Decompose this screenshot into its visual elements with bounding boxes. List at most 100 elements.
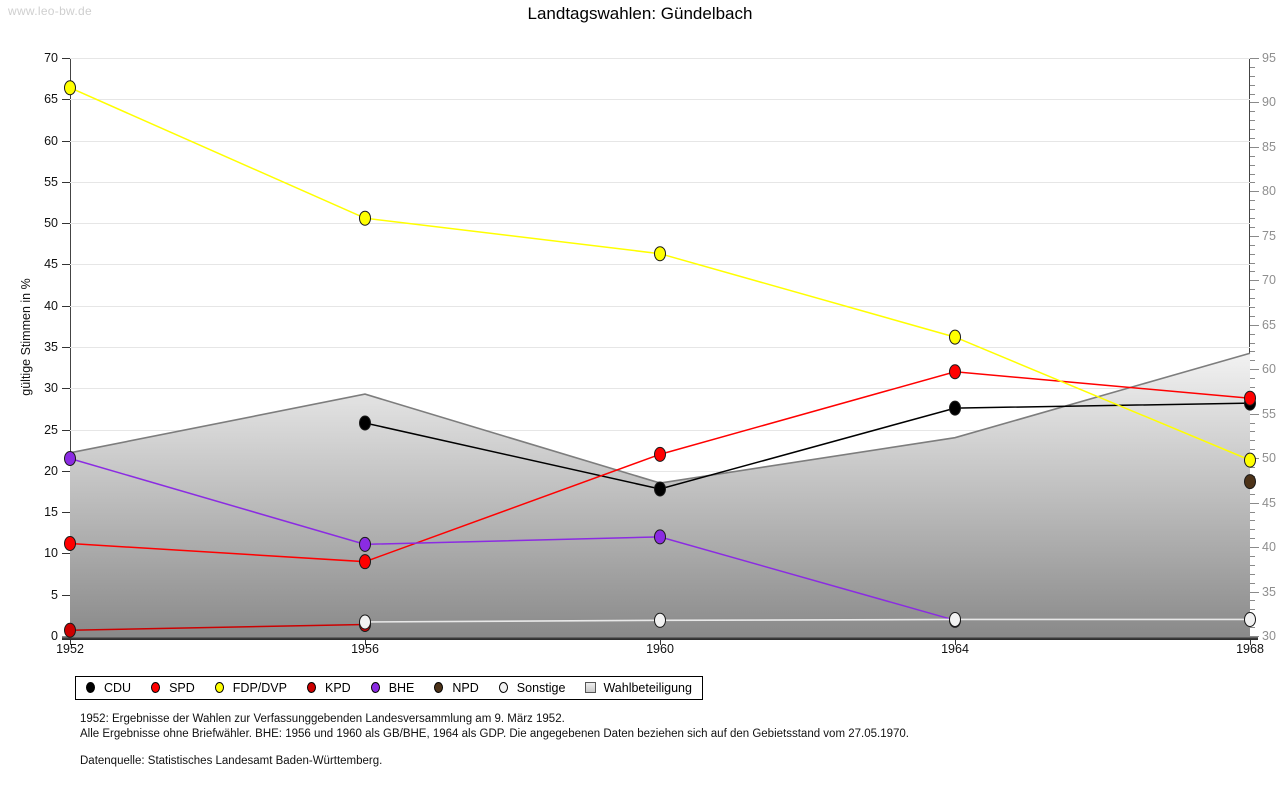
- right-tick-mark-minor: [1250, 395, 1255, 397]
- right-axis-tick-label: 85: [1262, 139, 1276, 154]
- legend-label: Wahlbeteiligung: [603, 681, 692, 695]
- left-axis-tick-label: 55: [44, 174, 58, 189]
- left-tick-mark: [62, 58, 70, 59]
- x-tick-mark: [955, 636, 956, 645]
- right-tick-mark-minor: [1250, 387, 1255, 388]
- legend-item-npd[interactable]: NPD: [434, 681, 479, 695]
- right-tick-mark-major: [1250, 547, 1259, 549]
- footnotes: 1952: Ergebnisse der Wahlen zur Verfassu…: [80, 712, 1230, 767]
- right-tick-mark-minor: [1250, 226, 1255, 228]
- right-tick-mark-minor: [1250, 315, 1255, 317]
- left-tick-mark: [62, 140, 70, 142]
- legend-label: NPD: [452, 681, 479, 695]
- left-axis-tick-label: 20: [44, 463, 58, 478]
- legend-item-kpd[interactable]: KPD: [306, 681, 351, 695]
- legend-marker-diamond: [214, 681, 226, 695]
- legend-diamond-icon: [214, 681, 224, 693]
- gridline: [70, 140, 1250, 142]
- right-tick-mark-minor: [1250, 244, 1255, 246]
- right-tick-mark-minor: [1250, 529, 1255, 531]
- right-tick-mark-minor: [1250, 66, 1255, 68]
- right-tick-mark-minor: [1250, 538, 1255, 540]
- left-axis-tick-label: 10: [44, 546, 58, 561]
- right-tick-mark-major: [1250, 413, 1259, 415]
- right-tick-mark-major: [1250, 102, 1259, 104]
- legend-item-sonstige[interactable]: Sonstige: [498, 681, 565, 695]
- left-axis-tick-label: 60: [44, 133, 58, 148]
- footnote-line-1: 1952: Ergebnisse der Wahlen zur Verfassu…: [80, 713, 565, 725]
- legend-label: BHE: [388, 681, 415, 695]
- left-axis-tick-label: 0: [51, 629, 58, 643]
- right-tick-mark-minor: [1250, 262, 1255, 264]
- right-tick-mark-minor: [1250, 129, 1255, 131]
- right-tick-mark-minor: [1250, 84, 1255, 86]
- right-tick-mark-major: [1250, 280, 1259, 282]
- right-axis-tick-label: 75: [1262, 228, 1276, 243]
- legend-item-wahlbeteiligung[interactable]: Wahlbeteiligung: [585, 681, 692, 695]
- left-tick-mark: [62, 99, 70, 101]
- right-tick-mark-major: [1250, 369, 1259, 371]
- legend-item-bhe[interactable]: BHE: [370, 681, 415, 695]
- left-tick-mark: [62, 553, 70, 555]
- right-tick-mark-minor: [1250, 218, 1255, 220]
- left-tick-mark: [62, 388, 70, 390]
- right-axis-tick-label: 95: [1262, 51, 1276, 65]
- right-tick-mark-minor: [1250, 289, 1255, 291]
- gridline: [70, 58, 1250, 59]
- left-tick-mark: [62, 305, 70, 307]
- legend-marker-diamond: [498, 681, 510, 695]
- legend-marker-square: [585, 681, 597, 695]
- left-tick-mark: [62, 223, 70, 225]
- gridline: [70, 470, 1250, 472]
- right-tick-mark-minor: [1250, 75, 1255, 77]
- right-axis-tick-label: 70: [1262, 273, 1276, 288]
- left-axis-tick-label: 70: [44, 51, 58, 65]
- gridline: [70, 429, 1250, 431]
- footnote-source: Datenquelle: Statistisches Landesamt Bad…: [80, 755, 383, 767]
- left-axis-tick-label: 40: [44, 298, 58, 313]
- right-tick-mark-major: [1250, 458, 1259, 460]
- right-tick-mark-minor: [1250, 582, 1255, 584]
- legend-diamond-icon: [86, 681, 95, 693]
- right-tick-mark-minor: [1250, 609, 1255, 611]
- right-tick-mark-minor: [1250, 573, 1255, 575]
- legend-label: SPD: [169, 681, 195, 695]
- legend-item-spd[interactable]: SPD: [151, 681, 195, 695]
- right-tick-mark-major: [1250, 58, 1259, 59]
- right-tick-mark-minor: [1250, 511, 1255, 513]
- legend-marker-diamond: [86, 681, 97, 695]
- right-tick-mark-minor: [1250, 440, 1255, 442]
- right-tick-mark-minor: [1250, 378, 1255, 380]
- right-tick-mark-minor: [1250, 493, 1255, 495]
- right-axis-tick-label: 60: [1262, 362, 1276, 377]
- right-tick-mark-major: [1250, 591, 1259, 593]
- x-axis-tick-label: 1960: [646, 642, 674, 656]
- gridline: [70, 594, 1250, 596]
- right-axis-tick-label: 80: [1262, 184, 1276, 199]
- legend-diamond-icon: [306, 681, 316, 693]
- legend-square-icon: [585, 681, 597, 693]
- legend-item-cdu[interactable]: CDU: [86, 681, 131, 695]
- legend-item-fdp-dvp[interactable]: FDP/DVP: [214, 681, 287, 695]
- left-axis-title: gültige Stimmen in %: [19, 278, 33, 396]
- left-tick-mark: [62, 594, 70, 596]
- legend-diamond-icon: [151, 681, 161, 693]
- right-tick-mark-minor: [1250, 449, 1255, 451]
- right-tick-mark-minor: [1250, 351, 1255, 353]
- right-tick-mark-minor: [1250, 600, 1255, 602]
- right-tick-mark-minor: [1250, 253, 1255, 255]
- right-tick-mark-minor: [1250, 173, 1255, 175]
- left-tick-mark: [62, 347, 70, 348]
- legend-label: FDP/DVP: [232, 681, 287, 695]
- right-tick-mark-minor: [1250, 520, 1255, 522]
- gridline: [70, 181, 1250, 183]
- right-axis-tick-label: 55: [1262, 406, 1276, 421]
- left-axis-tick-label: 5: [51, 587, 58, 602]
- legend-marker-diamond: [370, 681, 382, 695]
- gridline: [70, 512, 1250, 514]
- right-tick-mark-minor: [1250, 182, 1255, 184]
- chart-legend: CDU SPD FDP/DVP KPD BHE NPD Sonstige Wahlbeteil…: [75, 676, 703, 700]
- left-axis-tick-label: 25: [44, 422, 58, 437]
- right-tick-mark-major: [1250, 235, 1259, 237]
